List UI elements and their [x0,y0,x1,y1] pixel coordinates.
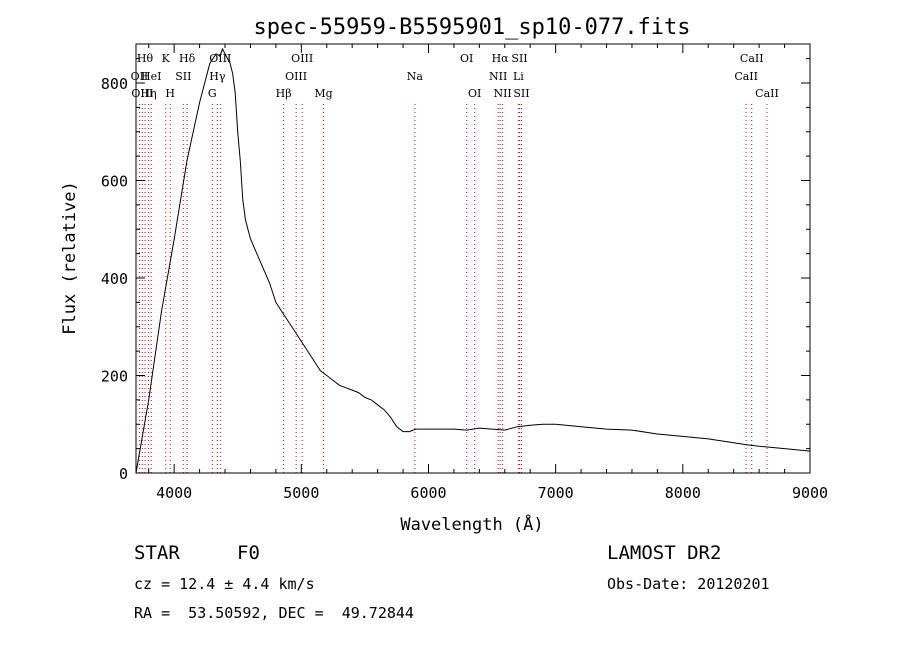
line-marker-label: H [165,87,175,100]
line-marker-label: Hγ [209,70,226,83]
line-marker-label: CaII [740,52,764,65]
line-marker-label: SII [513,87,529,100]
line-marker-label: CaII [755,87,779,100]
line-marker-label: SII [175,70,191,83]
y-tick-label: 800 [101,75,128,93]
line-marker-label: HeI [141,70,161,83]
line-marker-label: Na [407,70,424,83]
line-marker-label: Hθ [137,52,154,65]
spectral-subclass-label: F0 [237,542,260,564]
chart-title: spec-55959-B5595901_sp10-077.fits [253,15,690,40]
survey-label: LAMOST DR2 [607,542,722,564]
line-marker-label: NII [489,70,507,83]
line-marker-label: Hβ [276,87,292,100]
y-tick-label: 600 [101,173,128,191]
observation-date-text: Obs-Date: 20120201 [607,575,770,593]
line-marker-label: OIII [131,87,153,100]
line-marker-label: OII [131,70,149,83]
line-marker-label: OIII [285,70,307,83]
line-marker-label: SII [511,52,527,65]
y-tick-label: 0 [119,465,128,483]
plot-frame [135,43,811,474]
line-marker-label: K [162,52,171,65]
line-marker-label: OI [460,52,473,65]
line-marker-label: CaII [734,70,758,83]
x-tick-label: 4000 [156,484,192,502]
emission-line-markers: OIIOIIIHθHηHeIKHSIIHδGHγOIIIHβOIIIOIIIMg… [131,52,779,473]
x-axis-label: Wavelength (Å) [400,513,543,535]
line-marker-label: Mg [314,87,332,100]
line-marker-label: OI [468,87,481,100]
x-tick-label: 9000 [792,484,828,502]
line-marker-label: Li [513,70,524,83]
y-tick-label: 400 [101,270,128,288]
line-marker-label: Hδ [179,52,196,65]
axes: 4000 5000 6000 7000 8000 9000 0 200 400 600 800 [101,44,828,502]
line-marker-label: NII [493,87,511,100]
y-tick-label: 200 [101,368,128,386]
y-axis-label: Flux (relative) [60,181,80,335]
x-tick-label: 6000 [410,484,446,502]
line-marker-label: OIII [291,52,313,65]
line-marker-label: Hη [140,87,156,100]
object-type-label: STAR [134,542,180,564]
x-tick-label: 8000 [665,484,701,502]
line-marker-label: G [208,87,217,100]
line-marker-label: Hα [492,52,510,65]
coordinates-text: RA = 53.50592, DEC = 49.72844 [134,604,414,622]
x-tick-label: 7000 [538,484,574,502]
x-tick-label: 5000 [283,484,319,502]
redshift-text: cz = 12.4 ± 4.4 km/s [134,575,315,593]
spectrum-series-line [135,47,811,474]
